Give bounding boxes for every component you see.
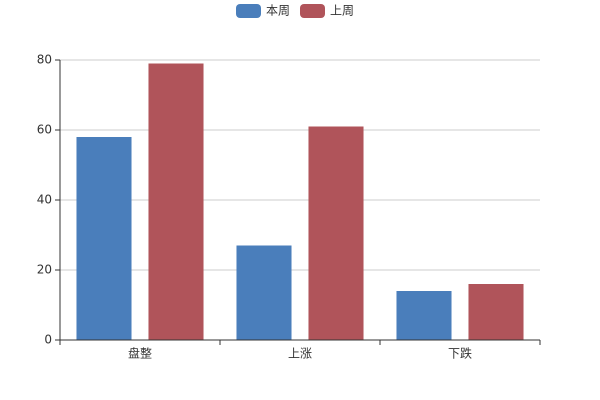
legend-swatch xyxy=(236,4,261,18)
bar xyxy=(308,126,364,340)
bar xyxy=(236,245,292,340)
x-tick-label: 上涨 xyxy=(288,346,312,361)
y-tick-label: 80 xyxy=(37,53,52,67)
bar xyxy=(468,284,524,340)
bar xyxy=(148,63,204,340)
legend-label: 本周 xyxy=(266,4,290,18)
bar xyxy=(76,137,132,340)
legend-label: 上周 xyxy=(330,4,354,18)
legend-swatch xyxy=(300,4,325,18)
y-tick-label: 60 xyxy=(37,123,52,137)
x-tick-label: 下跌 xyxy=(448,346,472,361)
y-tick-label: 40 xyxy=(37,193,52,207)
x-tick-label: 盘整 xyxy=(128,346,152,361)
y-tick-label: 0 xyxy=(44,333,52,347)
y-tick-label: 20 xyxy=(37,263,52,277)
bar xyxy=(396,291,452,340)
